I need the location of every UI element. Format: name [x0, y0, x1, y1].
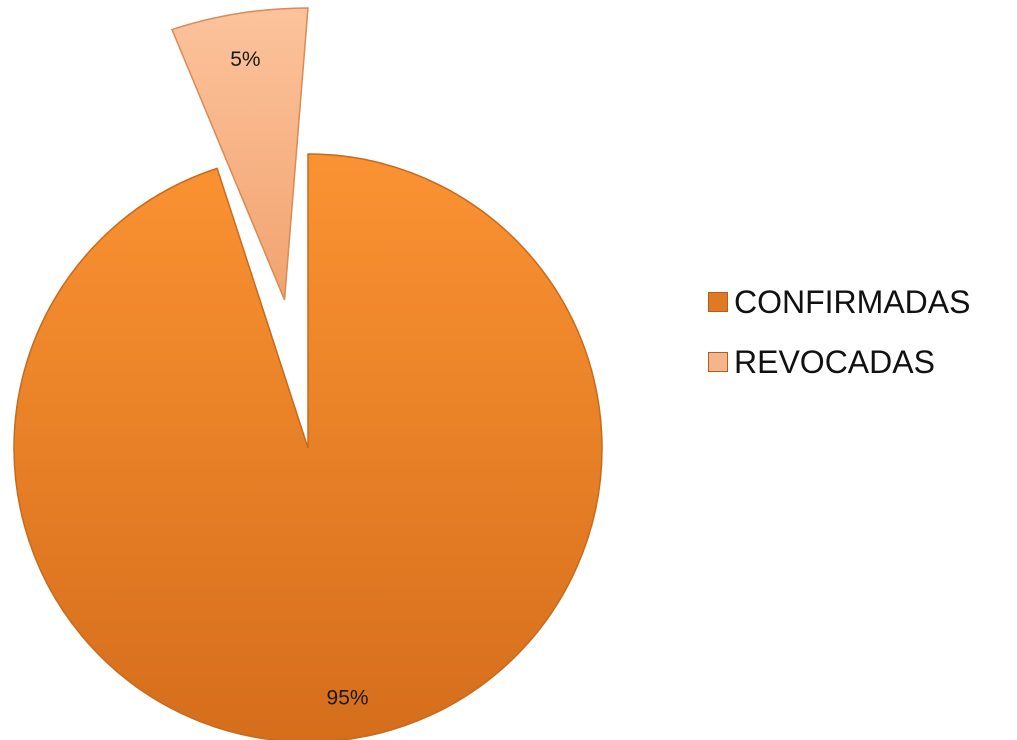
data-label-revocadas: 5%	[230, 48, 260, 71]
legend-item-revocadas: REVOCADAS	[708, 332, 970, 392]
data-label-confirmadas: 95%	[327, 687, 369, 710]
legend-label-confirmadas: CONFIRMADAS	[734, 283, 971, 320]
pie-slice-confirmadas	[13, 153, 603, 740]
legend-swatch-revocadas	[708, 352, 728, 372]
legend: CONFIRMADAS REVOCADAS	[708, 272, 970, 392]
legend-item-confirmadas: CONFIRMADAS	[708, 272, 970, 332]
pie-slice-revocadas	[171, 7, 309, 301]
legend-label-revocadas: REVOCADAS	[734, 343, 935, 380]
legend-swatch-confirmadas	[708, 292, 728, 312]
